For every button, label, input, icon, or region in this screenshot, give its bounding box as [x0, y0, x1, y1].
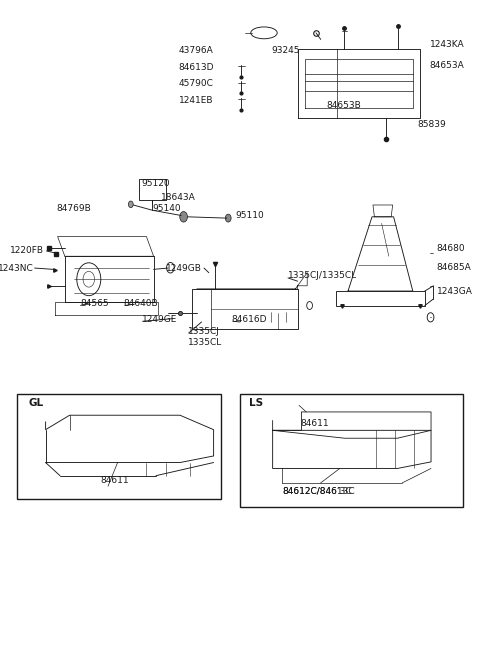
Text: 1241EB: 1241EB	[179, 96, 214, 105]
Text: 1335CJ/1335CL: 1335CJ/1335CL	[288, 271, 357, 281]
Text: 84612C/846‘3C: 84612C/846‘3C	[282, 487, 352, 496]
Text: 84613D: 84613D	[178, 62, 214, 72]
Text: 84565: 84565	[80, 299, 109, 308]
Text: LS: LS	[249, 397, 263, 408]
Bar	[240, 394, 463, 507]
Text: 1335CL: 1335CL	[188, 338, 222, 347]
Text: 93245: 93245	[271, 46, 300, 55]
Text: 1335CJ: 1335CJ	[188, 327, 220, 336]
Text: 1243GA: 1243GA	[437, 287, 473, 296]
Text: 1243KA: 1243KA	[430, 40, 464, 49]
Bar	[336, 291, 425, 306]
Text: 45790C: 45790C	[179, 79, 214, 88]
Bar	[139, 179, 166, 200]
Text: 1220FB: 1220FB	[10, 246, 44, 256]
Text: 1243NC: 1243NC	[0, 263, 34, 273]
Circle shape	[129, 201, 133, 208]
Text: 84653B: 84653B	[326, 101, 361, 110]
Text: 85839: 85839	[418, 120, 446, 129]
Text: 1249GE: 1249GE	[142, 315, 177, 324]
Text: 84616D: 84616D	[231, 315, 267, 324]
Text: 84611: 84611	[101, 476, 130, 486]
Text: 84680: 84680	[437, 244, 466, 253]
Text: 84653A: 84653A	[430, 61, 464, 70]
Text: 95110: 95110	[235, 211, 264, 220]
Circle shape	[180, 212, 187, 222]
Bar	[17, 394, 221, 499]
Text: 43796A: 43796A	[179, 46, 214, 55]
Text: 84685A: 84685A	[437, 263, 471, 272]
Text: 95120: 95120	[142, 179, 170, 189]
Text: GL: GL	[29, 397, 44, 408]
Text: 84611: 84611	[300, 419, 329, 428]
Text: 84612C/84613C: 84612C/84613C	[282, 487, 355, 496]
Circle shape	[226, 214, 231, 222]
Text: 84769B: 84769B	[57, 204, 91, 214]
Text: 84640B: 84640B	[124, 299, 158, 308]
Text: 18643A: 18643A	[161, 193, 195, 202]
Text: 1249GB: 1249GB	[166, 263, 202, 273]
Text: 95140: 95140	[153, 204, 181, 214]
